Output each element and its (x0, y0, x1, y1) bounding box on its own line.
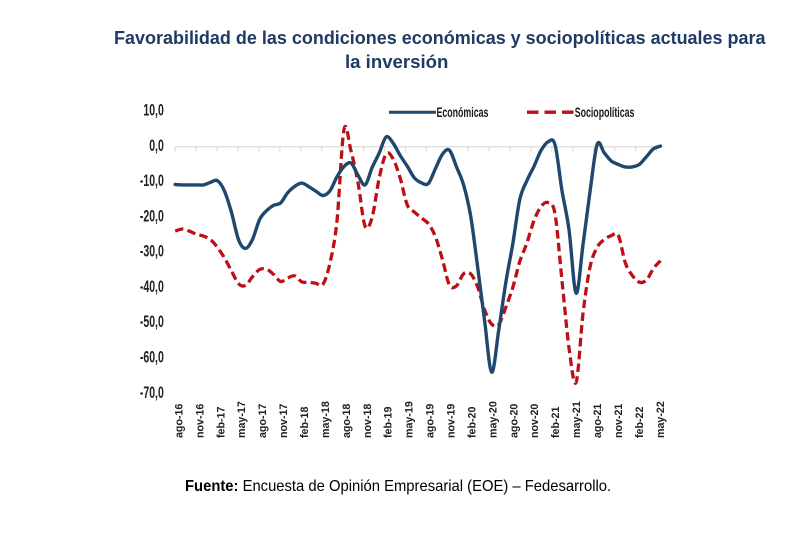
svg-text:ago-16: ago-16 (173, 404, 185, 438)
svg-text:10,0: 10,0 (143, 101, 164, 119)
svg-text:may-20: may-20 (487, 401, 499, 438)
svg-text:may-22: may-22 (655, 401, 667, 438)
svg-text:feb-20: feb-20 (466, 407, 478, 438)
svg-text:ago-21: ago-21 (592, 404, 604, 438)
svg-text:-50,0: -50,0 (140, 313, 164, 331)
svg-text:Económicas: Económicas (437, 105, 489, 121)
svg-text:nov-18: nov-18 (362, 404, 374, 438)
svg-text:feb-21: feb-21 (550, 407, 562, 438)
svg-text:ago-17: ago-17 (257, 404, 269, 438)
svg-text:-30,0: -30,0 (140, 242, 164, 260)
svg-text:nov-17: nov-17 (278, 404, 290, 438)
svg-text:feb-19: feb-19 (383, 407, 395, 438)
svg-text:nov-20: nov-20 (529, 404, 541, 438)
svg-text:-10,0: -10,0 (140, 172, 164, 190)
svg-text:ago-18: ago-18 (341, 404, 353, 438)
svg-text:nov-21: nov-21 (613, 404, 625, 438)
svg-text:may-18: may-18 (320, 401, 332, 438)
svg-text:may-17: may-17 (236, 401, 248, 438)
svg-text:-70,0: -70,0 (140, 384, 164, 402)
svg-text:feb-22: feb-22 (634, 407, 646, 438)
svg-text:-20,0: -20,0 (140, 207, 164, 225)
svg-text:ago-19: ago-19 (424, 404, 436, 438)
svg-text:feb-18: feb-18 (299, 407, 311, 438)
svg-text:ago-20: ago-20 (508, 404, 520, 438)
svg-text:nov-19: nov-19 (445, 404, 457, 438)
svg-text:nov-16: nov-16 (194, 404, 206, 438)
svg-text:may-19: may-19 (403, 401, 415, 438)
svg-text:feb-17: feb-17 (215, 407, 227, 438)
svg-text:may-21: may-21 (571, 401, 583, 438)
svg-text:0,0: 0,0 (149, 137, 164, 155)
svg-text:-60,0: -60,0 (140, 348, 164, 366)
svg-text:Sociopolíticas: Sociopolíticas (575, 105, 635, 121)
svg-text:-40,0: -40,0 (140, 278, 164, 296)
